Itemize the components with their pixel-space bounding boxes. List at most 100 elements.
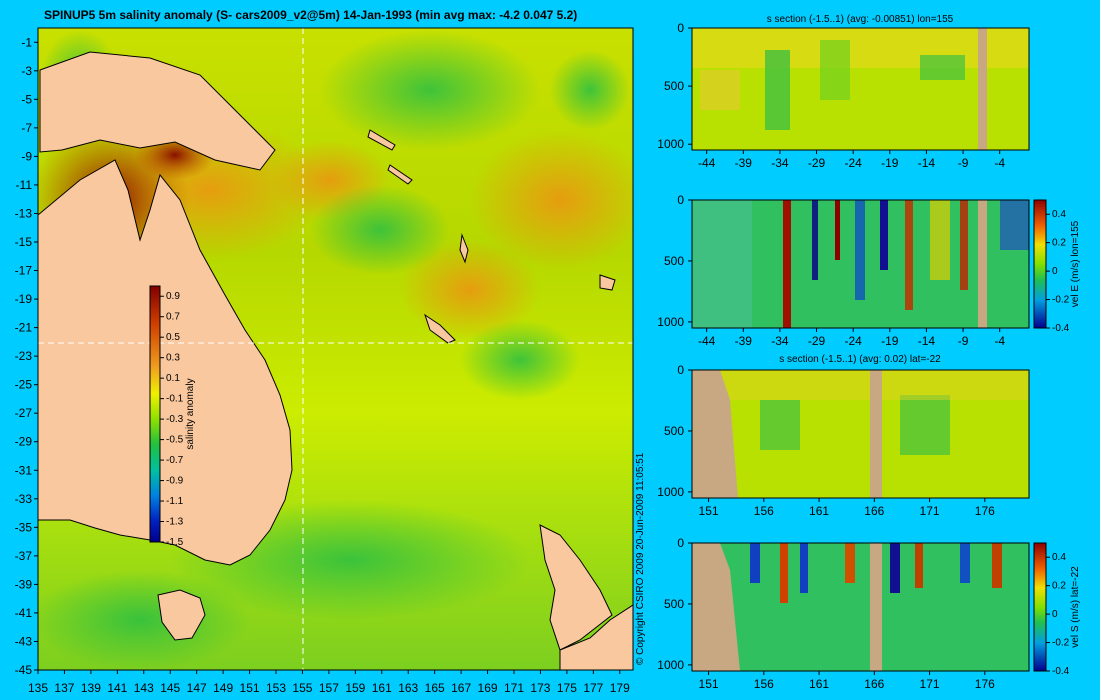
section-y-tick-label: 0 — [677, 193, 684, 207]
section-colorbar-tick-label: 0 — [1052, 266, 1058, 277]
section-x-tick-label: 156 — [754, 677, 774, 691]
map-x-tick-label: 153 — [266, 681, 286, 695]
section-y-tick-label: 500 — [664, 424, 684, 438]
map-colorbar-ticks: 0.9 0.7 0.5 0.3 0.1 -0.1 -0.3 -0.5 -0.7 -0.9 -1.1 -… — [160, 291, 184, 548]
map-colorbar-tick-label: -1.5 — [166, 537, 184, 548]
section-x-tick-label: -34 — [771, 334, 789, 348]
map-y-tick-label: -17 — [15, 264, 33, 278]
section-x-tick-label: -39 — [735, 156, 753, 170]
lat-salinity-panel: 151 156 161 166 171 176 0 500 1000 — [657, 363, 1030, 518]
section-x-tick-label: -24 — [845, 156, 863, 170]
lat-salinity-title: s section (-1.5..1) (avg: 0.02) lat=-22 — [779, 354, 941, 365]
map-y-tick-label: -1 — [21, 35, 32, 49]
map-y-tick-label: -11 — [16, 178, 33, 192]
lon-velocity-panel: -44 -39 -34 -29 -24 -19 -14 -9 -4 0 500 1000 0.4 0.2 0… — [657, 193, 1069, 348]
section-colorbar-tick-label: -0.2 — [1052, 638, 1070, 649]
map-x-tick-label: 169 — [478, 681, 498, 695]
lat-velocity-label: vel S (m/s) lat=-22 — [1070, 566, 1081, 648]
map-colorbar-tick-label: 0.1 — [166, 373, 180, 384]
section-x-tick-label: -9 — [958, 156, 969, 170]
section-colorbar-tick-label: -0.4 — [1052, 666, 1070, 677]
map-y-tick-label: -31 — [15, 463, 33, 477]
map-y-tick-label: -41 — [15, 606, 33, 620]
map-x-tick-label: 139 — [81, 681, 101, 695]
section-x-tick-label: -14 — [918, 156, 936, 170]
section-y-tick-label: 0 — [677, 536, 684, 550]
lon-salinity-panel: -44 -39 -34 -29 -24 -19 -14 -9 -4 0 500 1000 — [657, 21, 1030, 170]
map-y-tick-label: -43 — [15, 634, 33, 648]
map-y-tick-label: -7 — [21, 121, 32, 135]
section-colorbar-tick-label: -0.2 — [1052, 295, 1070, 306]
map-colorbar — [149, 285, 161, 543]
map-colorbar-label: salinity anomaly — [185, 378, 196, 449]
section-x-tick-label: 166 — [864, 504, 884, 518]
map-colorbar-tick-label: -0.9 — [166, 476, 184, 487]
section-x-tick-label: 161 — [809, 504, 829, 518]
map-y-tick-label: -9 — [21, 149, 32, 163]
section-x-tick-label: -34 — [771, 156, 789, 170]
map-colorbar-tick-label: 0.7 — [166, 312, 180, 323]
map-x-tick-label: 135 — [28, 681, 48, 695]
section-colorbar-tick-label: 0.4 — [1052, 552, 1066, 563]
map-y-tick-label: -21 — [15, 321, 33, 335]
map-x-tick-label: 145 — [160, 681, 180, 695]
map-y-tick-label: -19 — [15, 292, 33, 306]
section-x-tick-label: -19 — [881, 334, 899, 348]
section-colorbar-tick-label: 0.4 — [1052, 209, 1066, 220]
map-x-tick-label: 149 — [213, 681, 233, 695]
section-x-tick-label: 161 — [809, 677, 829, 691]
map-ticks: 135 137 139 141 143 145 147 149 151 153 155 157 159 1… — [15, 35, 630, 695]
map-colorbar-tick-label: -1.1 — [166, 496, 184, 507]
map-x-tick-label: 161 — [372, 681, 392, 695]
lat-velocity-panel: 151 156 161 166 171 176 0 500 1000 0.4 0.2 0 -0.2 -0.… — [657, 536, 1069, 691]
section-x-tick-label: -24 — [845, 334, 863, 348]
map-x-tick-label: 167 — [451, 681, 471, 695]
section-colorbar-tick-label: 0 — [1052, 609, 1058, 620]
section-x-tick-label: -14 — [918, 334, 936, 348]
map-x-tick-label: 177 — [583, 681, 603, 695]
section-y-tick-label: 0 — [677, 363, 684, 377]
section-colorbar-tick-label: 0.2 — [1052, 581, 1066, 592]
section-y-tick-label: 500 — [664, 254, 684, 268]
map-x-tick-label: 179 — [610, 681, 630, 695]
section-x-tick-label: 171 — [920, 677, 940, 691]
map-x-tick-label: 159 — [345, 681, 365, 695]
map-colorbar-tick-label: 0.3 — [166, 353, 180, 364]
map-y-tick-label: -13 — [15, 206, 33, 220]
map-field — [38, 28, 633, 670]
map-colorbar-tick-label: -0.5 — [166, 435, 184, 446]
section-x-tick-label: 151 — [699, 504, 719, 518]
section-x-tick-label: 176 — [975, 504, 995, 518]
map-y-tick-label: -37 — [15, 549, 33, 563]
map-colorbar-tick-label: -1.3 — [166, 517, 184, 528]
map-x-tick-label: 157 — [319, 681, 339, 695]
map-colorbar-tick-label: 0.5 — [166, 332, 180, 343]
section-y-tick-label: 500 — [664, 597, 684, 611]
map-colorbar-tick-label: -0.1 — [166, 394, 184, 405]
section-x-tick-label: 156 — [754, 504, 774, 518]
section-y-tick-label: 1000 — [657, 485, 684, 499]
map-frame — [37, 27, 634, 671]
lon-velocity-label: vel E (m/s) lon=155 — [1070, 220, 1081, 307]
map-y-tick-label: -45 — [15, 663, 33, 677]
section-x-tick-label: 151 — [699, 677, 719, 691]
section-x-tick-label: 166 — [864, 677, 884, 691]
map-y-tick-label: -33 — [15, 492, 33, 506]
map-x-tick-label: 147 — [187, 681, 207, 695]
section-x-tick-label: 171 — [920, 504, 940, 518]
section-y-tick-label: 1000 — [657, 137, 684, 151]
section-x-tick-label: -29 — [808, 156, 826, 170]
map-colorbar-tick-label: -0.3 — [166, 414, 184, 425]
section-x-tick-label: -4 — [994, 156, 1005, 170]
map-x-tick-label: 151 — [240, 681, 260, 695]
section-colorbar-tick-label: 0.2 — [1052, 238, 1066, 249]
section-x-tick-label: -29 — [808, 334, 826, 348]
section-x-tick-label: -44 — [698, 334, 716, 348]
section-colorbar-tick-label: -0.4 — [1052, 323, 1070, 334]
map-y-tick-label: -25 — [15, 378, 33, 392]
map-y-tick-label: -15 — [15, 235, 33, 249]
section-y-tick-label: 0 — [677, 21, 684, 35]
section-y-tick-label: 1000 — [657, 658, 684, 672]
section-y-tick-label: 500 — [664, 79, 684, 93]
